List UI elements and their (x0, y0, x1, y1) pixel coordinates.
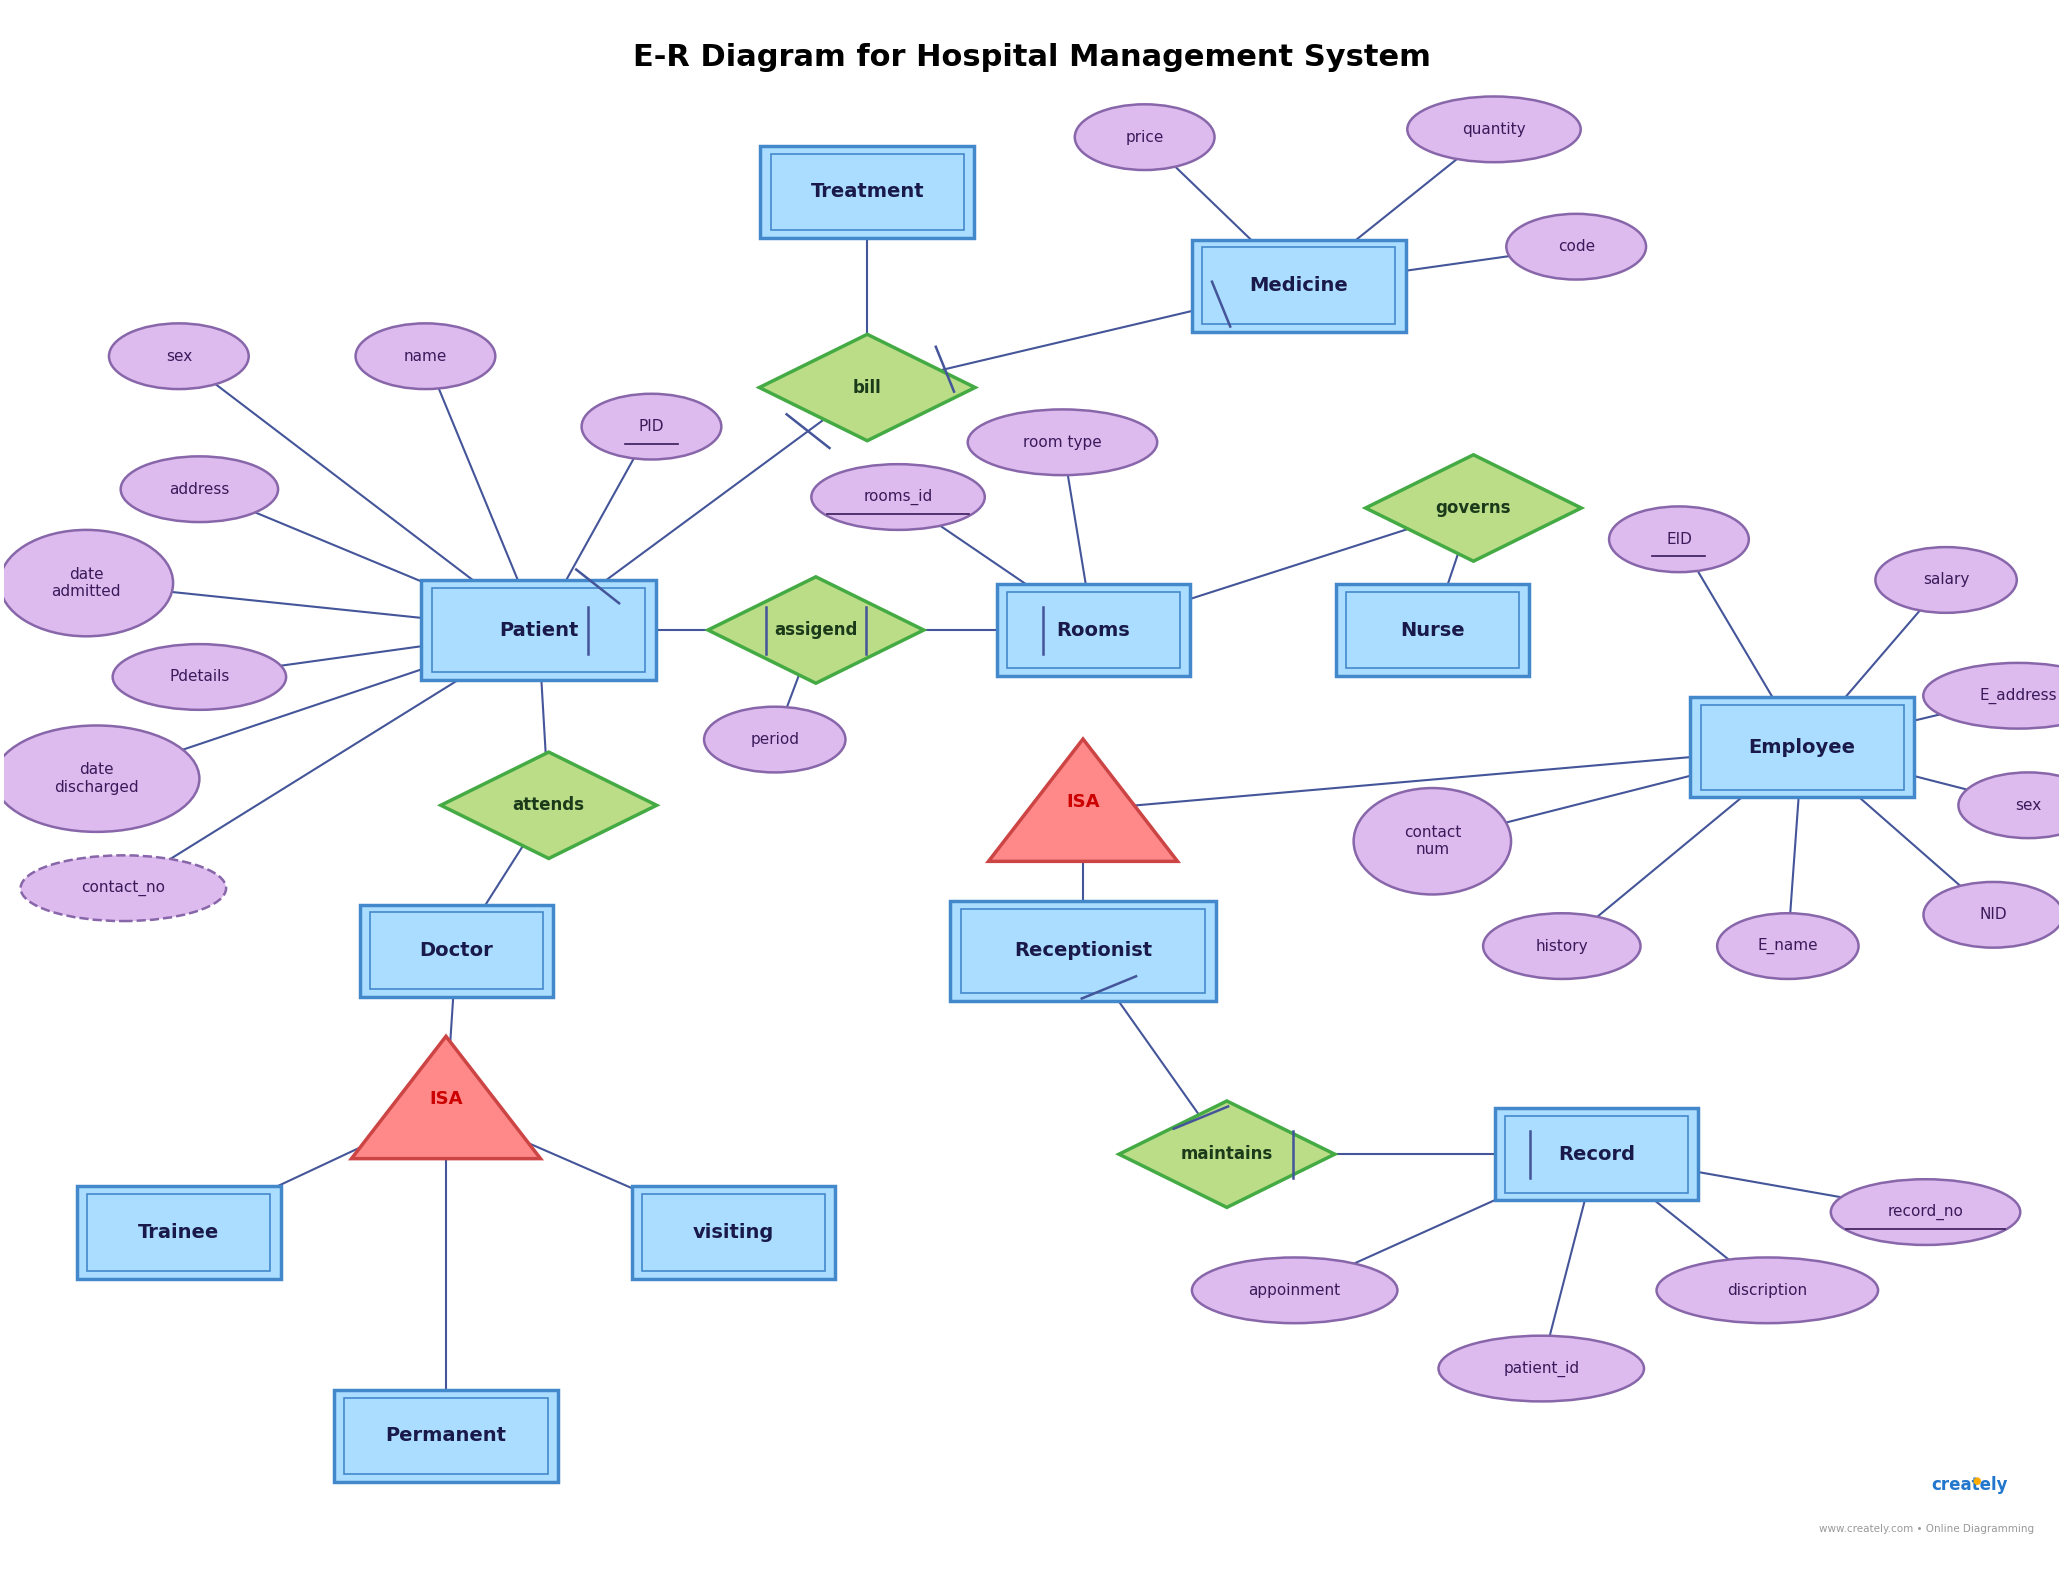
Ellipse shape (356, 324, 495, 389)
Text: record_no: record_no (1888, 1203, 1964, 1221)
Text: E_name: E_name (1757, 938, 1817, 955)
Text: room type: room type (1023, 434, 1101, 450)
Text: Pdetails: Pdetails (170, 670, 230, 684)
Text: Nurse: Nurse (1399, 620, 1466, 640)
FancyBboxPatch shape (996, 584, 1190, 676)
FancyBboxPatch shape (760, 146, 975, 238)
Text: visiting: visiting (693, 1222, 774, 1243)
FancyBboxPatch shape (1335, 584, 1530, 676)
Polygon shape (352, 1037, 540, 1159)
FancyBboxPatch shape (360, 904, 553, 997)
Ellipse shape (1875, 547, 2016, 613)
Polygon shape (1366, 455, 1581, 562)
Ellipse shape (1482, 914, 1642, 978)
Ellipse shape (582, 393, 720, 459)
Ellipse shape (811, 464, 985, 530)
Text: PID: PID (640, 418, 664, 434)
Text: Receptionist: Receptionist (1014, 941, 1153, 960)
Text: creately: creately (1931, 1475, 2008, 1494)
Text: date
discharged: date discharged (54, 763, 139, 794)
Polygon shape (989, 739, 1178, 862)
Text: Record: Record (1559, 1145, 1635, 1164)
FancyBboxPatch shape (1495, 1107, 1699, 1200)
Text: salary: salary (1923, 573, 1969, 587)
Polygon shape (441, 752, 656, 859)
Ellipse shape (1718, 914, 1859, 978)
Ellipse shape (120, 456, 277, 522)
Text: attends: attends (513, 796, 584, 815)
Text: sex: sex (166, 349, 193, 363)
Ellipse shape (21, 856, 226, 922)
Polygon shape (708, 577, 923, 683)
Text: bill: bill (853, 379, 882, 396)
Text: NID: NID (1979, 908, 2008, 922)
Text: code: code (1557, 239, 1594, 255)
Ellipse shape (0, 725, 199, 832)
Ellipse shape (0, 530, 174, 637)
Text: address: address (170, 481, 230, 497)
FancyBboxPatch shape (950, 901, 1215, 1000)
Text: ISA: ISA (1066, 793, 1099, 812)
Text: sex: sex (2016, 798, 2041, 813)
Ellipse shape (1608, 507, 1749, 573)
Ellipse shape (110, 324, 248, 389)
Ellipse shape (704, 706, 845, 772)
Text: ISA: ISA (428, 1090, 464, 1109)
Ellipse shape (1656, 1257, 1877, 1323)
Ellipse shape (1192, 1257, 1397, 1323)
Text: name: name (404, 349, 447, 363)
Text: patient_id: patient_id (1503, 1361, 1579, 1376)
Text: price: price (1126, 129, 1163, 145)
Text: Patient: Patient (499, 620, 578, 640)
FancyBboxPatch shape (1691, 697, 1915, 798)
Text: E-R Diagram for Hospital Management System: E-R Diagram for Hospital Management Syst… (633, 44, 1430, 72)
Text: history: history (1536, 939, 1588, 953)
Ellipse shape (1923, 662, 2070, 728)
Text: rooms_id: rooms_id (863, 489, 934, 505)
Text: www.creately.com • Online Diagramming: www.creately.com • Online Diagramming (1820, 1524, 2035, 1534)
Ellipse shape (1507, 214, 1646, 280)
Polygon shape (1120, 1101, 1335, 1208)
Ellipse shape (1408, 96, 1581, 162)
Text: Permanent: Permanent (385, 1427, 507, 1446)
FancyBboxPatch shape (77, 1186, 282, 1279)
Ellipse shape (969, 409, 1157, 475)
Text: Rooms: Rooms (1056, 620, 1130, 640)
FancyBboxPatch shape (333, 1389, 559, 1482)
Ellipse shape (1830, 1180, 2020, 1244)
Text: Medicine: Medicine (1250, 277, 1348, 296)
FancyBboxPatch shape (1192, 239, 1406, 332)
Ellipse shape (1958, 772, 2070, 838)
Text: maintains: maintains (1180, 1145, 1273, 1162)
Ellipse shape (1074, 104, 1215, 170)
FancyBboxPatch shape (631, 1186, 836, 1279)
Ellipse shape (1354, 788, 1511, 895)
Polygon shape (760, 335, 975, 440)
Text: quantity: quantity (1461, 121, 1526, 137)
Text: E_address: E_address (1979, 687, 2058, 703)
Text: Employee: Employee (1749, 738, 1855, 757)
Text: Doctor: Doctor (420, 941, 493, 960)
Text: Treatment: Treatment (811, 182, 923, 201)
Ellipse shape (112, 643, 286, 709)
FancyBboxPatch shape (422, 580, 656, 680)
Text: governs: governs (1437, 499, 1511, 518)
Text: EID: EID (1666, 532, 1691, 547)
Text: date
admitted: date admitted (52, 566, 122, 599)
Text: contact_no: contact_no (81, 881, 166, 897)
Text: appoinment: appoinment (1248, 1284, 1341, 1298)
Text: assigend: assigend (774, 621, 857, 639)
Text: ●: ● (1973, 1475, 1981, 1486)
Text: period: period (749, 731, 799, 747)
Ellipse shape (1923, 882, 2064, 947)
Text: discription: discription (1726, 1284, 1807, 1298)
Text: contact
num: contact num (1403, 826, 1461, 857)
Ellipse shape (1439, 1335, 1644, 1402)
Text: Trainee: Trainee (139, 1222, 219, 1243)
